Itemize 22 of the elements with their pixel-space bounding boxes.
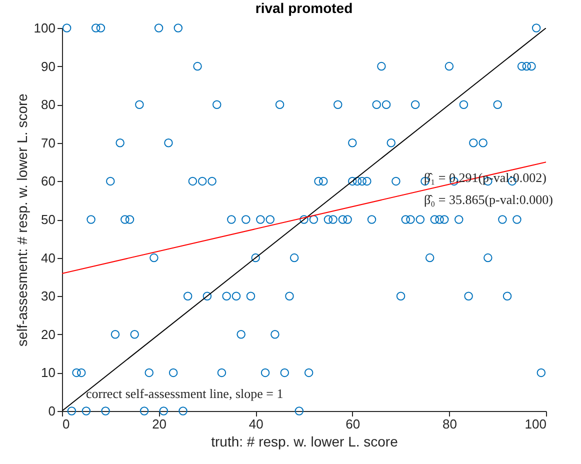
x-tick-label: 0: [62, 416, 70, 432]
y-axis-title: self-assesment: # resp. w. lower L. score: [14, 93, 30, 346]
annotation: correct self-assessment line, slope = 1: [86, 386, 284, 401]
y-tick-label: 60: [41, 174, 56, 189]
annotation: β̂₀ = 35.865(p-val:0.000): [424, 192, 553, 207]
x-tick-label: 80: [442, 416, 457, 432]
y-tick-label: 70: [41, 135, 56, 150]
x-tick-label: 40: [248, 416, 264, 432]
chart-title: rival promoted: [255, 0, 353, 16]
x-tick-label: 60: [346, 416, 360, 432]
y-tick-label: 90: [41, 58, 56, 74]
y-tick-label: 40: [41, 250, 56, 266]
y-tick-label: 0: [48, 404, 56, 418]
y-tick-label: 20: [41, 326, 56, 342]
x-tick-label: 20: [152, 416, 167, 432]
x-tick-label: 100: [524, 416, 546, 432]
y-tick-label: 30: [41, 288, 56, 304]
y-tick-label: 50: [41, 212, 56, 227]
y-tick-label: 80: [41, 97, 56, 112]
y-tick-label: 100: [34, 20, 56, 36]
x-axis-title: truth: # resp. w. lower L. score: [211, 434, 398, 450]
y-tick-label: 10: [41, 365, 56, 380]
